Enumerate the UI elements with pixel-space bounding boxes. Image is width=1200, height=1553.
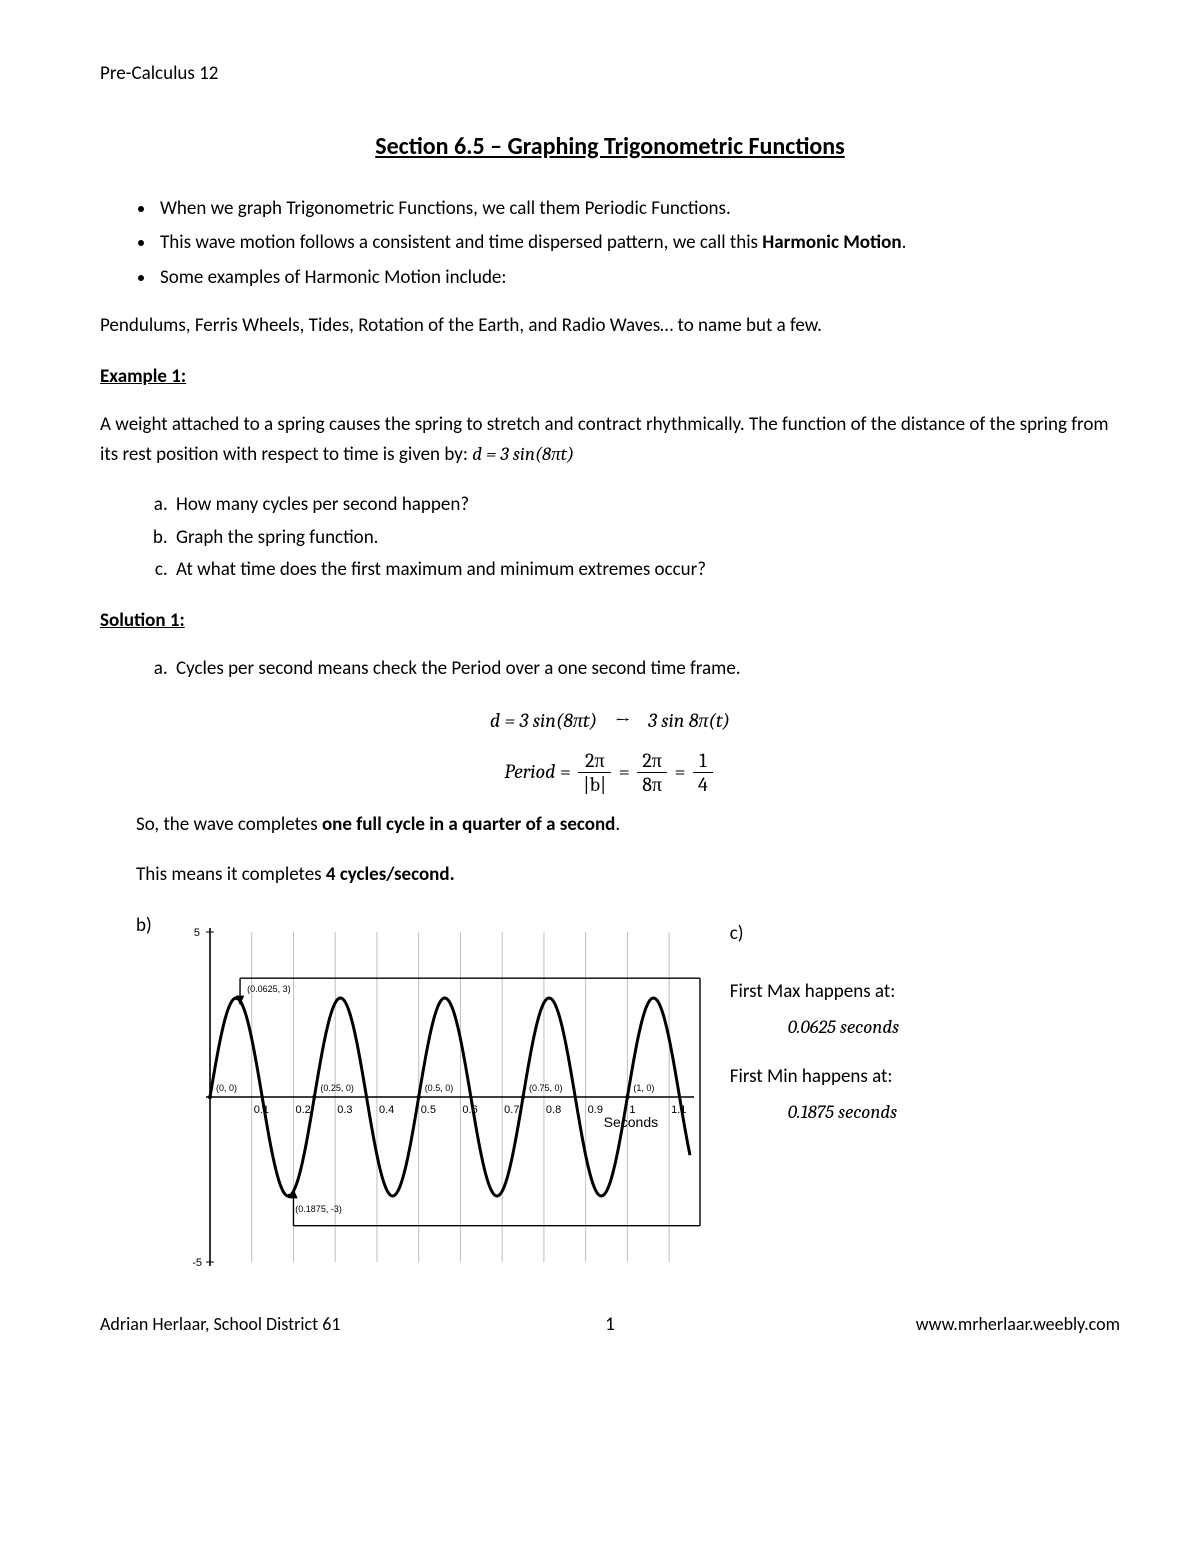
sol-line-1: So, the wave completes one full cycle in…	[136, 811, 1120, 840]
eq1-arrow: →	[615, 709, 631, 732]
bullet-3: Some examples of Harmonic Motion include…	[156, 264, 1120, 293]
solution-1-heading: Solution 1:	[100, 607, 1120, 636]
frac3-den: 4	[693, 773, 713, 797]
svg-text:0.7: 0.7	[504, 1104, 519, 1116]
ex1-text-a: A weight attached to a spring causes the…	[100, 413, 1109, 466]
intro-bullets: When we graph Trigonometric Functions, w…	[100, 195, 1120, 293]
frac2-den: 8π	[637, 773, 667, 797]
sol1a: So, the wave completes	[136, 813, 322, 836]
svg-text:-5: -5	[192, 1257, 202, 1269]
sol1b: one full cycle in a quarter of a second	[322, 813, 615, 836]
q-c: At what time does the first maximum and …	[172, 556, 1120, 585]
svg-text:(0.1875, -3): (0.1875, -3)	[295, 1204, 342, 1214]
first-max-value: 0.0625 seconds	[788, 1013, 1120, 1042]
page-title: Section 6.5 – Graphing Trigonometric Fun…	[100, 129, 1120, 165]
label-c: c)	[730, 920, 1120, 949]
first-min-value: 0.1875 seconds	[788, 1098, 1120, 1127]
svg-text:(1, 0): (1, 0)	[633, 1083, 654, 1093]
svg-text:(0.25, 0): (0.25, 0)	[320, 1083, 354, 1093]
example-1-questions: How many cycles per second happen? Graph…	[100, 491, 1120, 585]
label-b: b)	[136, 912, 152, 941]
svg-text:(0.5, 0): (0.5, 0)	[424, 1083, 453, 1093]
course-header: Pre-Calculus 12	[100, 60, 1120, 89]
solution-list: Cycles per second means check the Period…	[100, 655, 1120, 684]
sine-chart: 5-50.10.20.30.40.50.60.70.80.911.1Second…	[176, 912, 706, 1282]
bullet-2a: This wave motion follows a consistent an…	[160, 231, 762, 254]
svg-text:0.1: 0.1	[253, 1104, 268, 1116]
svg-text:0.3: 0.3	[337, 1104, 352, 1116]
svg-text:0.5: 0.5	[420, 1104, 435, 1116]
q-a: How many cycles per second happen?	[172, 491, 1120, 520]
svg-text:0.4: 0.4	[379, 1104, 394, 1116]
ex1-equation: d = 3 sin(8πt)	[472, 443, 574, 465]
first-min-label: First Min happens at:	[730, 1063, 1120, 1092]
svg-text:1.1: 1.1	[671, 1104, 686, 1116]
bullet-1: When we graph Trigonometric Functions, w…	[156, 195, 1120, 224]
eq-line-1: d = 3 sin(8πt) → 3 sin 8π(t)	[100, 706, 1120, 736]
svg-text:(0.0625, 3): (0.0625, 3)	[247, 984, 291, 994]
svg-text:(0, 0): (0, 0)	[216, 1083, 237, 1093]
sol-a: Cycles per second means check the Period…	[172, 655, 1120, 684]
q-b: Graph the spring function.	[172, 524, 1120, 553]
first-max-label: First Max happens at:	[730, 978, 1120, 1007]
svg-text:0.8: 0.8	[546, 1104, 561, 1116]
example-1-heading: Example 1:	[100, 363, 1120, 392]
chart-container: 5-50.10.20.30.40.50.60.70.80.911.1Second…	[176, 912, 706, 1292]
period-word: Period	[504, 760, 555, 783]
footer: 1 Adrian Herlaar, School District 61 www…	[100, 1311, 1120, 1338]
eq1-rhs: 3 sin 8π(t)	[648, 709, 730, 732]
svg-text:5: 5	[194, 927, 200, 939]
part-b-c-row: b) 5-50.10.20.30.40.50.60.70.80.911.1Sec…	[100, 912, 1120, 1292]
footer-left: Adrian Herlaar, School District 61	[100, 1311, 341, 1338]
svg-text:(0.75, 0): (0.75, 0)	[529, 1083, 563, 1093]
page-number: 1	[605, 1311, 615, 1340]
eq-line-2: Period = 2π |b| = 2π 8π = 1 4	[100, 750, 1120, 797]
svg-text:0.6: 0.6	[462, 1104, 477, 1116]
frac3-num: 1	[693, 750, 713, 773]
part-c-column: c) First Max happens at: 0.0625 seconds …	[730, 912, 1120, 1149]
bullet-2c: .	[902, 231, 907, 254]
sol2a: This means it completes	[136, 863, 326, 886]
frac-3: 1 4	[693, 750, 713, 797]
frac2-num: 2π	[637, 750, 667, 773]
bullet-2: This wave motion follows a consistent an…	[156, 229, 1120, 258]
frac-2: 2π 8π	[637, 750, 667, 797]
sol1c: .	[615, 813, 620, 836]
eq1-lhs: d = 3 sin(8πt)	[490, 709, 597, 732]
svg-text:0.9: 0.9	[587, 1104, 602, 1116]
bullet-2b: Harmonic Motion	[762, 231, 901, 254]
sol2b: 4 cycles/second.	[326, 863, 455, 886]
frac-1: 2π |b|	[578, 750, 611, 797]
frac1-num: 2π	[578, 750, 611, 773]
examples-line: Pendulums, Ferris Wheels, Tides, Rotatio…	[100, 312, 1120, 341]
sol-line-2: This means it completes 4 cycles/second.	[136, 861, 1120, 890]
svg-text:Seconds: Seconds	[603, 1114, 657, 1130]
frac1-den: |b|	[578, 773, 611, 797]
example-1-text: A weight attached to a spring causes the…	[100, 411, 1120, 469]
footer-right: www.mrherlaar.weebly.com	[916, 1311, 1120, 1338]
svg-text:0.2: 0.2	[295, 1104, 310, 1116]
